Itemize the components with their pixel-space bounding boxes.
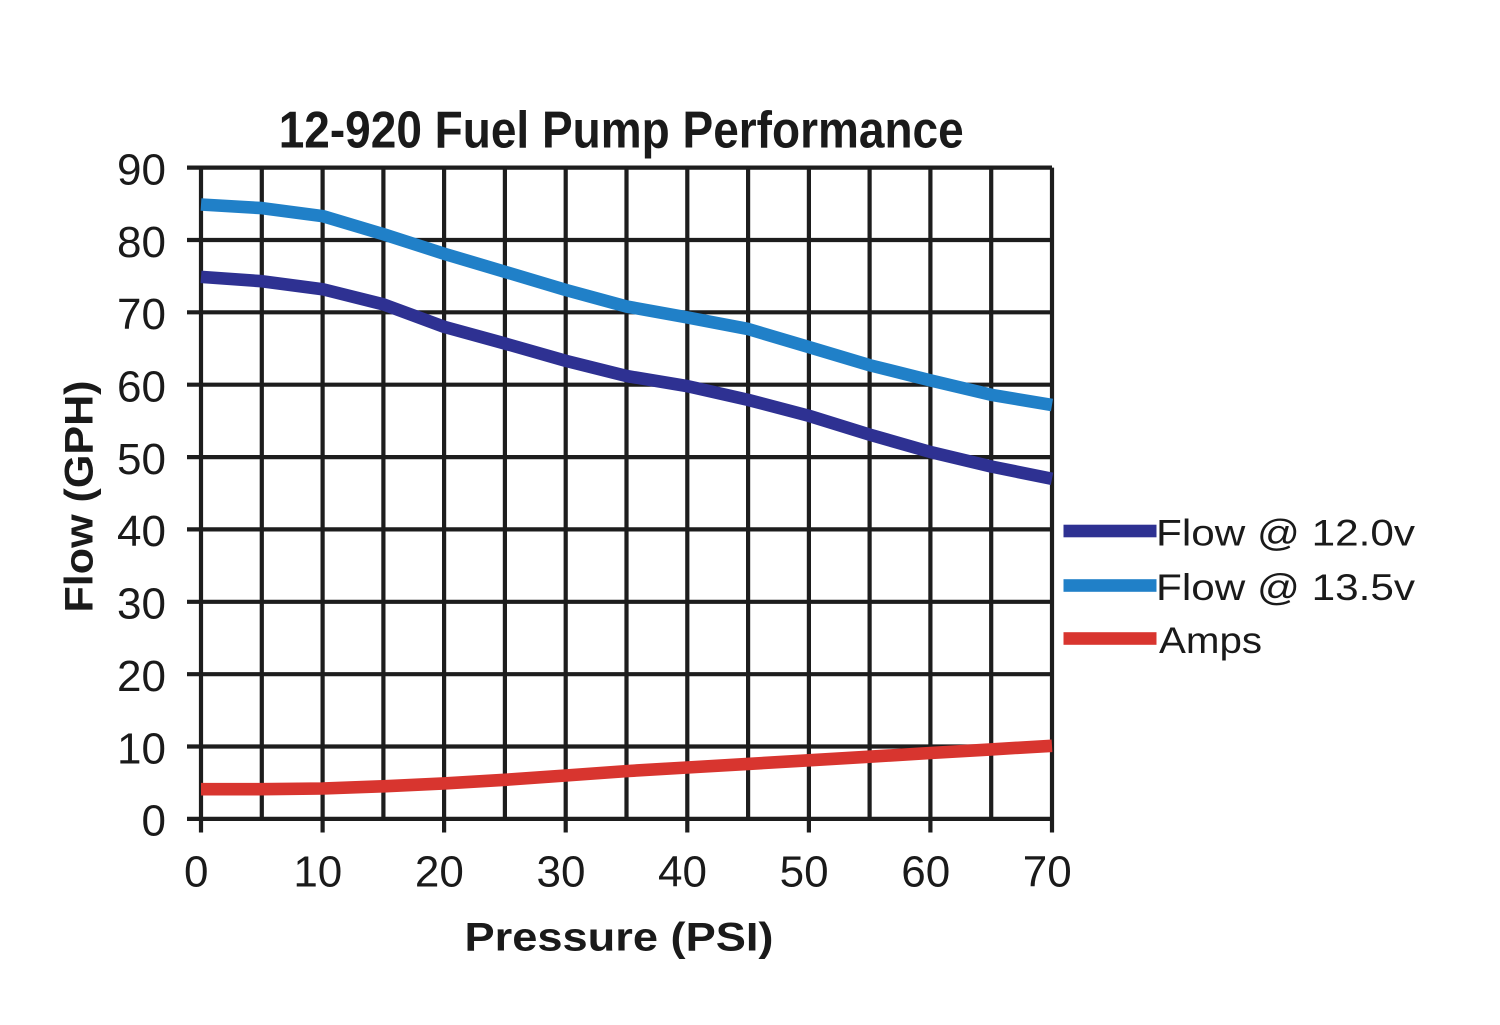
svg-text:0: 0 <box>142 797 166 846</box>
svg-text:20: 20 <box>415 848 464 897</box>
svg-text:90: 90 <box>117 145 166 194</box>
svg-text:40: 40 <box>658 848 707 897</box>
svg-text:Flow (GPH): Flow (GPH) <box>58 381 102 613</box>
svg-text:Pressure (PSI): Pressure (PSI) <box>465 916 774 960</box>
svg-text:70: 70 <box>1023 848 1072 897</box>
svg-text:10: 10 <box>117 724 166 773</box>
svg-text:30: 30 <box>117 580 166 629</box>
svg-text:20: 20 <box>117 652 166 701</box>
svg-text:60: 60 <box>901 848 950 897</box>
svg-text:Flow @ 13.5v: Flow @ 13.5v <box>1156 566 1415 608</box>
svg-text:30: 30 <box>537 848 586 897</box>
svg-text:40: 40 <box>117 507 166 556</box>
svg-text:Flow @ 12.0v: Flow @ 12.0v <box>1156 511 1415 553</box>
svg-text:50: 50 <box>117 435 166 484</box>
svg-text:80: 80 <box>117 218 166 267</box>
svg-text:10: 10 <box>293 848 342 897</box>
svg-text:60: 60 <box>117 363 166 412</box>
svg-text:50: 50 <box>780 848 829 897</box>
svg-text:Amps: Amps <box>1159 619 1262 661</box>
svg-text:0: 0 <box>184 848 208 897</box>
svg-text:70: 70 <box>117 290 166 339</box>
svg-text:12-920 Fuel Pump Performance: 12-920 Fuel Pump Performance <box>279 102 964 160</box>
